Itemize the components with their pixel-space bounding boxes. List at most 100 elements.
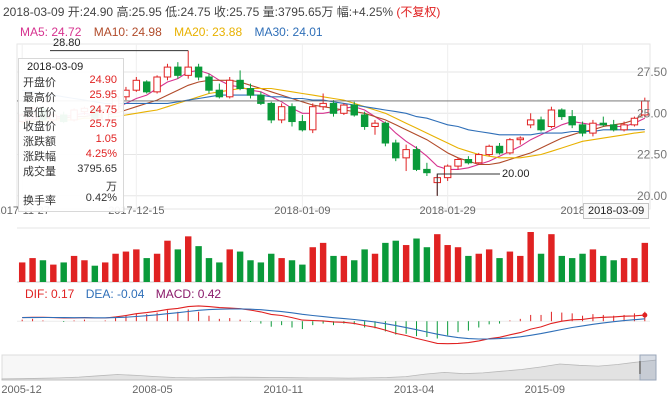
volume-bar	[216, 262, 223, 282]
y-tick-label: 25.00	[637, 106, 667, 120]
tooltip-row: 万	[23, 178, 119, 193]
tooltip-date: 2018-03-09	[27, 61, 84, 73]
volume-bar	[506, 251, 514, 282]
candle-body	[163, 66, 172, 78]
volume-bar	[444, 245, 451, 282]
tooltip-row: 换手率 0.42%	[23, 192, 119, 208]
candle-body	[381, 122, 390, 144]
volume-bar	[641, 242, 649, 282]
volume-bar	[257, 262, 265, 282]
candle-body	[205, 76, 213, 91]
volume-bar	[288, 260, 296, 282]
volume-bar	[402, 245, 410, 282]
volume-bar	[112, 253, 119, 282]
y-tick-label: 20.00	[637, 189, 667, 203]
volume-bar	[205, 258, 213, 282]
ma5-legend: MA5: 24.72	[20, 25, 82, 39]
tooltip-row: 涨跌额 1.05	[23, 133, 119, 149]
tooltip-row: 开盘价 24.90	[23, 74, 119, 89]
candle-body	[153, 76, 161, 93]
volume-bar	[39, 260, 47, 282]
volume-bar	[454, 247, 462, 282]
volume-bar	[423, 247, 431, 282]
low-value: 24.75	[180, 5, 211, 19]
volume-bar	[361, 249, 368, 282]
y-tick-label: 22.50	[637, 148, 667, 162]
tooltip-key: 开盘价	[23, 77, 56, 89]
candle-body	[423, 168, 431, 174]
volume-bar	[351, 260, 358, 282]
high-value: 25.95	[131, 5, 162, 19]
volume-bar	[620, 258, 628, 282]
volume-bar	[299, 264, 306, 282]
tooltip-key: 涨跌额	[23, 136, 56, 149]
ma30-legend: MA30: 24.01	[254, 25, 323, 39]
candle-body	[236, 79, 244, 90]
candle-body	[537, 119, 545, 131]
volume-bar	[330, 255, 337, 282]
close-value: 25.75	[229, 5, 260, 19]
candle-body	[132, 79, 141, 91]
volume-bar	[174, 249, 182, 282]
candle-body	[475, 154, 483, 164]
volume-bar	[413, 238, 420, 282]
candle-body	[350, 104, 358, 116]
change-value: +4.25%	[352, 5, 394, 19]
close-label: 收:	[213, 5, 230, 19]
volume-bar	[589, 249, 597, 282]
candle-body	[454, 159, 462, 167]
volume-bar	[340, 255, 348, 282]
tooltip-key: 换手率	[23, 195, 56, 208]
volume-bar	[226, 249, 233, 282]
volume-bar	[319, 242, 327, 282]
candle-body	[267, 102, 275, 121]
volume-bar	[631, 258, 638, 282]
navigator-tick-label: 2008-05	[132, 384, 172, 396]
candle-body	[319, 102, 327, 108]
navigator-tick-label: 2013-04	[394, 384, 434, 396]
tooltip-key: 最低价	[23, 106, 56, 119]
navigator-tick-label: 2010-11	[263, 384, 303, 396]
price-panel-frame	[16, 43, 651, 210]
candle-body	[360, 114, 369, 127]
candle-body	[257, 94, 265, 104]
navigator-selection	[639, 354, 657, 381]
volume-bar	[548, 234, 555, 282]
volume-bar	[382, 242, 389, 282]
navigator-tick-label: 2015-09	[525, 384, 565, 396]
volume-value: 3795.65万	[277, 5, 334, 19]
candle-body	[215, 89, 224, 98]
macd-legend: DIF: 0.17 DEA: -0.04 MACD: 0.42	[25, 287, 221, 301]
volume-bar	[485, 249, 493, 282]
volume-bar	[568, 258, 576, 282]
candle-body	[142, 81, 151, 93]
tooltip-value: 25.95	[89, 88, 117, 101]
volume-bar	[268, 253, 275, 282]
high-marker-label: 28.80	[53, 37, 81, 49]
volume-bar	[60, 262, 67, 282]
adjust-mode[interactable]: (不复权)	[396, 5, 441, 19]
volume-bar	[517, 255, 524, 282]
volume-bar	[579, 253, 586, 282]
candle-body	[506, 139, 514, 154]
tooltip-value: 0.42%	[85, 192, 117, 205]
candle-body	[412, 149, 421, 170]
tooltip-key: 涨跌幅	[23, 151, 56, 163]
candle-body	[371, 122, 379, 127]
volume-bar	[309, 247, 316, 282]
volume-bar	[18, 262, 26, 282]
volume-bar	[50, 264, 57, 282]
high-label: 高:	[116, 5, 132, 19]
tooltip-row: 最低价 24.75	[23, 104, 119, 119]
tooltip-value: 万	[106, 180, 117, 193]
candle-body	[309, 106, 317, 131]
volume-bar	[392, 240, 399, 282]
tooltip-value: 24.90	[89, 74, 117, 86]
quote-header: 2018-03-09 开:24.90 高:25.95 低:24.75 收:25.…	[3, 3, 440, 20]
volume-bar	[600, 255, 607, 282]
volume-bar	[475, 253, 482, 282]
tooltip-key: 收盘价	[23, 121, 56, 134]
ma-legend: MA5: 24.72 MA10: 24.98 MA20: 23.88 MA30:…	[20, 25, 323, 39]
tooltip-row: 成交量 3795.65	[23, 163, 119, 178]
